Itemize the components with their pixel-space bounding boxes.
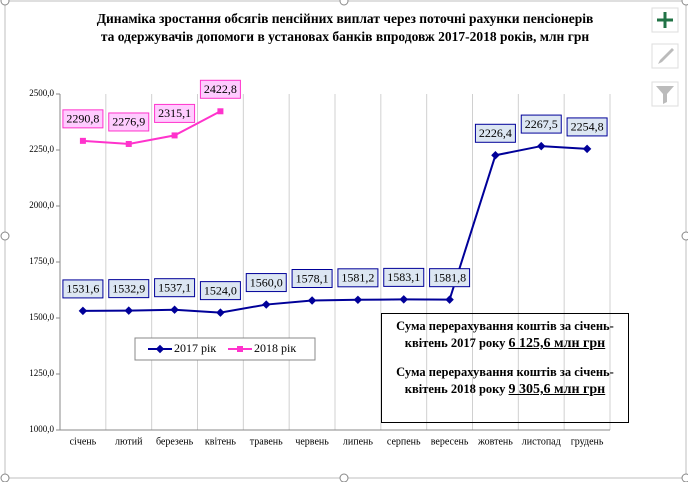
data-label: 2290,8 xyxy=(66,112,99,126)
series-line xyxy=(82,145,588,314)
y-tick-label: 2000,0 xyxy=(29,200,54,210)
data-label-box xyxy=(429,268,471,288)
data-label-box xyxy=(62,109,104,129)
data-label: 1524,0 xyxy=(204,283,237,297)
data-label: 1531,6 xyxy=(66,282,99,296)
x-tick-label: лютий xyxy=(115,436,143,447)
chart-styles-button[interactable] xyxy=(651,43,679,69)
point xyxy=(491,151,500,160)
x-tick-label: березень xyxy=(156,436,194,447)
data-label: 2254,8 xyxy=(571,120,604,134)
point xyxy=(78,306,88,316)
point xyxy=(124,306,133,315)
point xyxy=(399,295,408,304)
point xyxy=(262,300,271,309)
data-label-box xyxy=(154,103,196,123)
summary-text: Сума перерахування коштів за січень-квіт… xyxy=(396,319,614,350)
data-label-box xyxy=(199,281,241,301)
x-tick-label: травень xyxy=(250,436,283,447)
data-label-box xyxy=(566,117,608,137)
data-label: 1581,2 xyxy=(341,271,374,285)
data-label: 1578,1 xyxy=(296,271,329,285)
point xyxy=(125,140,132,147)
data-label-box xyxy=(337,268,379,288)
data-label: 1532,9 xyxy=(112,281,145,295)
data-label-box xyxy=(62,279,104,299)
y-tick-label: 2500,0 xyxy=(29,88,54,98)
x-tick-label: квітень xyxy=(205,436,237,447)
point xyxy=(170,305,179,314)
summary-amount: 9 305,6 млн грн xyxy=(508,382,606,397)
data-label: 1560,0 xyxy=(250,275,283,289)
data-label-box xyxy=(291,269,333,289)
data-label: 2422,8 xyxy=(204,82,237,96)
data-label: 2226,4 xyxy=(479,126,512,140)
data-label: 2267,5 xyxy=(525,117,558,131)
y-tick-label: 2250,0 xyxy=(29,144,54,154)
x-tick-label: грудень xyxy=(571,436,604,447)
x-tick-label: серпень xyxy=(387,436,421,447)
data-label-box xyxy=(383,267,425,287)
point xyxy=(217,108,224,115)
chart-elements-button[interactable] xyxy=(651,7,679,33)
x-tick-label: листопад xyxy=(522,436,561,447)
data-label-box xyxy=(108,279,150,299)
x-tick-label: червень xyxy=(295,436,329,447)
y-tick-label: 1000,0 xyxy=(29,424,54,434)
point xyxy=(171,132,178,139)
legend-label: 2018 рік xyxy=(254,341,296,355)
summary-box: Сума перерахування коштів за січень-квіт… xyxy=(381,313,629,423)
point xyxy=(307,296,317,305)
data-label: 1581,8 xyxy=(433,270,466,284)
legend-label: 2017 рік xyxy=(174,341,216,355)
chart-filters-button[interactable] xyxy=(651,81,679,107)
x-tick-label: липень xyxy=(343,436,373,447)
y-tick-label: 1750,0 xyxy=(29,256,54,266)
data-label-box xyxy=(245,273,287,293)
point xyxy=(445,295,454,304)
data-label-box xyxy=(474,123,516,143)
legend: 2017 рік 2018 рік xyxy=(134,337,316,361)
summary-amount: 6 125,6 млн грн xyxy=(508,336,606,351)
point xyxy=(216,308,225,317)
data-label-box xyxy=(520,114,562,134)
chart-title: Динаміка зростання обсягів пенсійних вип… xyxy=(96,11,594,44)
data-label-box xyxy=(199,79,241,99)
x-tick-label: січень xyxy=(70,436,97,447)
y-tick-label: 1250,0 xyxy=(29,368,54,378)
y-tick-label: 1500,0 xyxy=(29,312,54,322)
data-label: 2276,9 xyxy=(112,115,145,129)
data-label-box xyxy=(108,112,150,132)
x-tick-label: жовтень xyxy=(477,436,513,447)
point xyxy=(79,137,86,144)
data-label: 2315,1 xyxy=(158,106,191,120)
x-tick-label: вересень xyxy=(431,436,469,447)
summary-text: Сума перерахування коштів за січень-квіт… xyxy=(396,365,614,396)
data-label: 1583,1 xyxy=(387,270,420,284)
data-label-box xyxy=(154,278,196,298)
series-line xyxy=(82,110,221,145)
point xyxy=(353,295,363,305)
data-label: 1537,1 xyxy=(158,280,191,294)
chart-frame xyxy=(4,0,687,479)
